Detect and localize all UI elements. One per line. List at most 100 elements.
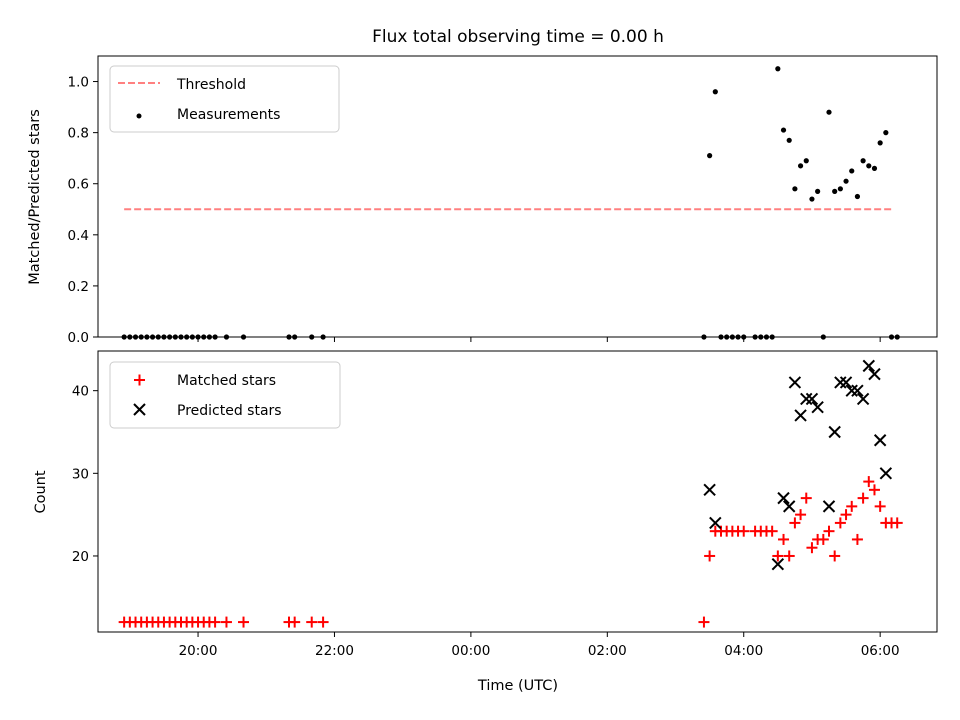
measurement-point [803, 158, 809, 164]
bottom-y-axis-label: Count [33, 470, 49, 513]
top-y-ticks: 0.0 0.2 0.4 0.6 0.8 1.0 [68, 75, 98, 346]
bottom-x-tick-label: 02:00 [588, 643, 627, 659]
measurement-point [127, 334, 133, 340]
measurement-point [201, 334, 207, 340]
predicted-star-point [822, 500, 836, 513]
measurement-point [843, 178, 849, 184]
measurement-point [701, 334, 707, 340]
bottom-x-tick-label: 00:00 [451, 643, 490, 659]
predicted-star-point [873, 434, 887, 447]
predicted-star-point [862, 359, 875, 373]
bottom-y-tick-label: 20 [72, 549, 89, 565]
legend-matched-swatch [134, 374, 145, 386]
bottom-x-ticks: 20:00 22:00 00:00 02:00 04:00 06:00 [179, 632, 900, 659]
predicted-star-point [834, 376, 847, 389]
bottom-x-tick-label: 20:00 [179, 643, 218, 659]
bottom-x-tick-label: 06:00 [861, 643, 900, 659]
bottom-y-ticks: 20 30 40 [72, 384, 98, 565]
bottom-legend: Matched stars Predicted stars [109, 361, 341, 429]
measurement-point [172, 334, 178, 340]
legend-measurements-swatch [136, 113, 142, 119]
measurement-point [741, 334, 747, 340]
measurement-point [888, 334, 895, 340]
measurement-point [132, 334, 139, 340]
measurement-point [792, 186, 798, 192]
matched-star-point [220, 616, 232, 628]
top-panel: Matched/Predicted stars 0.0 0.2 0.4 0.6 0.8 1… [27, 55, 938, 346]
matched-star-point [891, 517, 903, 529]
predicted-star-point [851, 384, 864, 397]
measurement-point [121, 334, 127, 340]
matched-star-point [863, 476, 875, 488]
matched-star-point [289, 616, 301, 628]
measurement-point [854, 193, 861, 200]
measurement-point [718, 334, 724, 340]
matched-star-point [795, 509, 807, 521]
predicted-star-point [777, 491, 790, 505]
bottom-legend-frame [109, 361, 341, 429]
predicted-star-point [788, 376, 802, 389]
measurement-point [866, 163, 872, 169]
matched-star-point [778, 533, 790, 545]
matched-star-point [834, 517, 846, 529]
bottom-panel: Count Time (UTC) 20 30 40 20:00 22:00 00:00 0… [33, 350, 938, 694]
matched-star-point [800, 492, 812, 504]
bottom-y-tick-label: 30 [72, 466, 89, 482]
measurement-point [797, 163, 804, 169]
measurement-point [871, 165, 878, 171]
measurement-point [707, 153, 713, 159]
bottom-x-tick-label: 22:00 [315, 643, 354, 659]
measurement-point [309, 334, 315, 340]
measurement-point [763, 334, 770, 340]
top-y-tick-label: 1.0 [68, 75, 89, 91]
matched-star-point [840, 509, 852, 521]
predicted-star-point [800, 392, 813, 406]
predicted-star-point [709, 516, 722, 530]
matched-star-point [306, 616, 318, 628]
measurement-point [212, 334, 218, 340]
top-y-tick-label: 0.4 [68, 228, 89, 244]
measurement-point [883, 130, 889, 136]
top-legend: Threshold Measurements [109, 65, 340, 133]
measurement-point [849, 168, 855, 174]
matched-star-point [874, 500, 886, 512]
matched-star-point [317, 616, 329, 628]
legend-matched-label: Matched stars [177, 373, 276, 389]
predicted-star-point [856, 392, 870, 406]
legend-measurements-label: Measurements [177, 107, 280, 123]
legend-predicted-swatch [133, 403, 146, 416]
top-y-tick-label: 0.2 [68, 279, 89, 295]
measurement-point [894, 334, 900, 340]
bottom-y-tick-label: 40 [72, 384, 89, 400]
predicted-star-point [794, 409, 807, 422]
measurement-point [860, 158, 866, 164]
matched-star-point [772, 550, 784, 562]
measurement-point [178, 334, 184, 340]
predicted-star-point [868, 367, 881, 381]
legend-threshold-label: Threshold [176, 77, 246, 93]
predicted-star-point [805, 392, 819, 406]
matched-star-point [698, 616, 710, 628]
measurement-point [286, 334, 292, 340]
matched-star-point [789, 517, 801, 529]
measurement-point [820, 334, 826, 340]
measurement-point [826, 109, 832, 115]
predicted-star-point [828, 425, 841, 439]
measurement-point [729, 334, 735, 340]
top-legend-frame [109, 65, 340, 133]
measurement-point [149, 334, 156, 340]
measurement-point [161, 334, 167, 340]
measurement-point [724, 334, 730, 340]
measurement-point [184, 334, 190, 340]
measurement-point [712, 89, 718, 95]
measurement-point [292, 334, 298, 340]
predicted-star-point [771, 558, 785, 571]
matched-star-point [817, 533, 829, 545]
matched-star-point [766, 525, 778, 537]
measurement-point [138, 334, 144, 340]
predicted-star-point [783, 500, 796, 513]
measurement-point [144, 334, 150, 340]
matched-stars-points [118, 476, 903, 628]
measurement-point [240, 334, 247, 340]
